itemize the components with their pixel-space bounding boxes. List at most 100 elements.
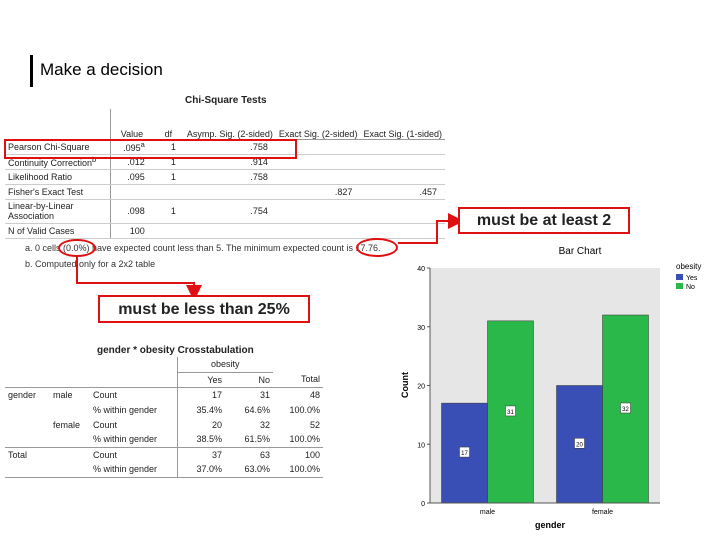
row-subgroup: male (53, 389, 73, 400)
header-blank (5, 109, 112, 140)
chi-square-title: Chi-Square Tests (185, 95, 267, 106)
table-row: % within gender 35.4% 64.6% 100.0% (5, 402, 323, 417)
cell-asymp: .758 (183, 169, 276, 185)
cell: 35.4% (196, 404, 222, 415)
row-label: Pearson Chi-Square (5, 139, 112, 155)
legend-swatch (676, 274, 683, 280)
cell: 64.6% (244, 404, 270, 415)
cell-asymp: .754 (183, 199, 276, 224)
y-tick-label: 20 (417, 384, 425, 391)
row-group (5, 432, 50, 447)
row-stat: % within gender (90, 432, 178, 447)
cell: 37 (177, 446, 225, 462)
cell: 100.0% (273, 462, 323, 478)
legend-label: Yes (686, 275, 698, 282)
y-tick-label: 30 (417, 325, 425, 332)
cell: 32 (259, 419, 270, 430)
header-value: Value (110, 109, 153, 140)
row-group: Total (5, 446, 50, 462)
header-col-yes: Yes (177, 372, 225, 388)
x-tick-label: male (480, 509, 495, 516)
row-stat: Count (90, 417, 178, 432)
header-blank (273, 357, 323, 372)
row-label: Likelihood Ratio (5, 169, 112, 185)
cell: 100.0% (289, 434, 320, 445)
table-row: % within gender 38.5% 61.5% 100.0% (5, 432, 323, 447)
table-row: gender male Count 17 31 48 (5, 387, 323, 402)
table-row: Likelihood Ratio .095 1 .758 (5, 169, 445, 185)
y-tick-label: 10 (417, 442, 425, 449)
bars: 17 31 20 32 (441, 314, 649, 504)
bar-value-label: 32 (622, 407, 629, 413)
chi-square-table: Value df Asymp. Sig. (2-sided) Exact Sig… (5, 109, 445, 239)
header-col-group: obesity (177, 357, 273, 373)
cell-df: 1 (152, 169, 184, 185)
legend: obesity Yes No (676, 262, 701, 291)
row-stat: % within gender (90, 402, 178, 417)
y-axis: 0 10 20 30 40 (417, 266, 431, 508)
slide-title: Make a decision (40, 60, 163, 79)
cell: 100.0% (289, 404, 320, 415)
cell-exact1 (360, 223, 445, 239)
cell-exact1 (360, 169, 445, 185)
header-blank (5, 357, 178, 372)
x-axis-label: gender (535, 520, 566, 530)
table-row: Linear-by-Linear Association .098 1 .754 (5, 199, 445, 224)
legend-label: No (686, 284, 695, 291)
crosstab-header-row: obesity (5, 357, 323, 373)
row-subgroup (50, 446, 90, 462)
percent-cells-highlight (58, 239, 96, 257)
cell-exact2 (275, 199, 361, 224)
crosstab-table: obesity Yes No Total gender male Count 1… (5, 357, 323, 478)
table-row: Fisher's Exact Test .827 .457 (5, 184, 445, 200)
cell-value: 100 (110, 223, 153, 239)
cell-exact2 (275, 139, 361, 155)
row-subgroup (50, 402, 90, 417)
cell: 52 (309, 419, 320, 430)
header-exact-sig-2: Exact Sig. (2-sided) (275, 109, 361, 140)
cell-df: 1 (152, 139, 184, 155)
table-row: Pearson Chi-Square .095a 1 .758 (5, 139, 445, 155)
bar-value-label: 20 (576, 442, 583, 448)
footnote-a: a. 0 cells (0.0%) have expected count le… (25, 243, 381, 253)
cell-exact2: .827 (275, 184, 361, 200)
chart-title: Bar Chart (559, 246, 602, 257)
pearson-row-highlight (4, 139, 297, 159)
header-df: df (152, 109, 184, 140)
cell-asymp (183, 184, 276, 200)
cell-exact1: .457 (360, 184, 445, 200)
cell: 63 (225, 446, 273, 462)
bar-value-label: 17 (461, 451, 468, 457)
table-row: female Count 20 32 52 (5, 417, 323, 432)
chi-square-header-row: Value df Asymp. Sig. (2-sided) Exact Sig… (5, 109, 445, 140)
cell: 20 (211, 419, 222, 430)
cell-exact2 (275, 223, 361, 239)
x-tick-label: female (592, 509, 613, 516)
header-asymp-sig: Asymp. Sig. (2-sided) (183, 109, 276, 140)
cell-asymp (183, 223, 276, 239)
row-stat: % within gender (90, 462, 178, 478)
cell-exact1 (360, 199, 445, 224)
row-subgroup (50, 462, 90, 478)
cell: 38.5% (196, 434, 222, 445)
bar-label-box (620, 402, 631, 414)
cell: 17 (211, 389, 222, 400)
cell-df: 1 (152, 199, 184, 224)
y-tick-label: 40 (417, 266, 425, 273)
row-label: Linear-by-Linear Association (5, 199, 112, 224)
bar-value-label: 31 (507, 410, 514, 416)
table-row: N of Valid Cases 100 (5, 223, 445, 239)
cell-exact1 (360, 139, 445, 155)
cell-value: .098 (110, 199, 153, 224)
cell: 31 (259, 389, 270, 400)
row-subgroup (50, 432, 90, 447)
row-label: N of Valid Cases (5, 223, 112, 239)
row-group (5, 402, 50, 417)
footnote-b: b. Computed only for a 2x2 table (25, 259, 156, 269)
row-group (5, 462, 50, 478)
cell: 37.0% (177, 462, 225, 478)
header-col-no: No (225, 372, 273, 388)
row-label: Fisher's Exact Test (5, 184, 112, 200)
row-subgroup: female (53, 419, 81, 430)
callout-must-be-at-least: must be at least 2 (458, 207, 630, 234)
